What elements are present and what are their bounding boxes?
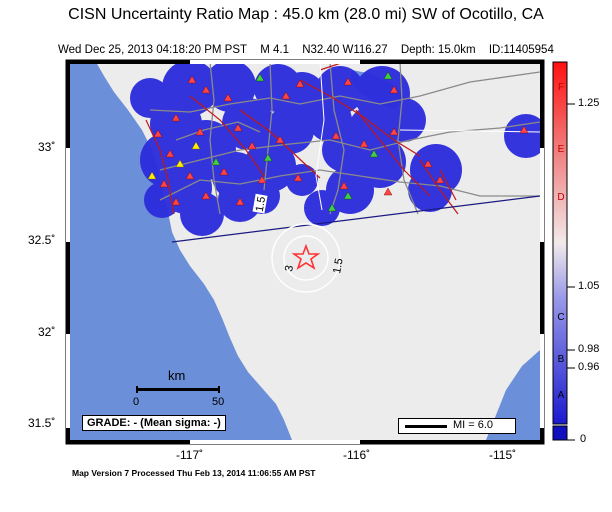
lon-label: -115˚	[489, 448, 517, 462]
lon-label: -116˚	[343, 448, 371, 462]
scale-letter-B: B	[558, 354, 565, 365]
seismic-stations	[153, 75, 529, 206]
scale-value: 0.96	[578, 361, 600, 373]
epicenter-star	[291, 243, 321, 270]
processing-footer: Map Version 7 Processed Thu Feb 13, 2014…	[72, 468, 316, 478]
lat-label: 32˚	[38, 325, 56, 339]
mi-legend-line	[405, 425, 447, 428]
map-title: CISN Uncertainty Ratio Map : 45.0 km (28…	[68, 6, 544, 23]
km-scale-tick: 0	[133, 396, 140, 408]
scale-letter-F: F	[558, 82, 564, 93]
mi-legend-text: MI = 6.0	[453, 419, 494, 431]
contour-label: 1.5	[331, 257, 345, 274]
contour-label: 3	[283, 264, 296, 272]
event-datetime: Wed Dec 25, 2013 04:18:20 PM PST	[58, 44, 248, 56]
color-scale-bar	[552, 61, 568, 425]
grade-label: GRADE: - (Mean sigma: -)	[82, 415, 226, 431]
us-mexico-border	[171, 195, 540, 243]
seismic-stations-green	[211, 71, 393, 212]
scale-value: 0	[580, 433, 587, 445]
seismic-stations-yellow	[147, 141, 201, 180]
event-depth: Depth: 15.0km	[400, 44, 476, 56]
contour-ring-outer	[271, 223, 341, 293]
scale-letter-D: D	[557, 192, 564, 203]
contour-label: 1.5	[254, 196, 268, 213]
lat-label: 31.5˚	[28, 416, 56, 430]
scale-letter-E: E	[558, 144, 565, 155]
color-scale-zero	[552, 425, 568, 441]
map-frame	[65, 59, 545, 445]
lat-label: 33˚	[38, 140, 56, 154]
km-scale-tick: 50	[212, 396, 225, 408]
mi-legend: MI = 6.0	[398, 418, 516, 434]
scale-letter-A: A	[558, 390, 565, 401]
lat-label: 32.5˚	[28, 233, 56, 247]
event-location: N32.40 W116.27	[302, 44, 388, 56]
km-scale-bar	[136, 386, 220, 393]
ocean	[70, 62, 292, 440]
scale-value: 0.98	[578, 343, 600, 355]
event-magnitude: M 4.1	[260, 44, 289, 56]
scale-value: 1.25	[578, 97, 600, 109]
scale-letter-C: C	[557, 312, 564, 323]
event-info: Wed Dec 25, 2013 04:18:20 PM PST M 4.1 N…	[58, 44, 564, 56]
color-scale-ticks	[567, 103, 575, 441]
scale-value: 1.05	[578, 280, 600, 292]
roads	[149, 62, 540, 215]
county-line	[399, 129, 540, 133]
event-id: ID:11405954	[488, 44, 554, 56]
uncertainty-coverage	[130, 62, 540, 236]
lon-label: -117˚	[176, 448, 204, 462]
contour-ring-inner	[283, 235, 329, 281]
gulf-of-california	[486, 350, 540, 440]
km-scale-unit: km	[168, 368, 186, 383]
county-line	[315, 62, 325, 211]
